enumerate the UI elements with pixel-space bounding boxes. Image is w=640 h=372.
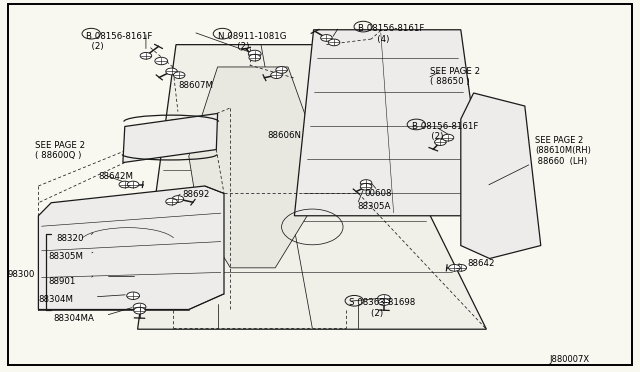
Text: 88320: 88320 — [56, 234, 84, 243]
Circle shape — [155, 57, 168, 65]
Text: S 08363-81698
        (2): S 08363-81698 (2) — [349, 298, 416, 318]
Text: 88305A: 88305A — [357, 202, 390, 211]
Circle shape — [133, 303, 146, 311]
Circle shape — [119, 181, 131, 188]
Text: 88642M: 88642M — [98, 172, 133, 181]
Text: 88305M: 88305M — [48, 252, 83, 261]
Polygon shape — [461, 93, 541, 259]
Text: 88642: 88642 — [467, 259, 495, 267]
Text: N 08911-1081G
       (2): N 08911-1081G (2) — [218, 32, 286, 51]
Circle shape — [249, 54, 260, 61]
Circle shape — [360, 183, 372, 190]
Circle shape — [321, 35, 332, 41]
Circle shape — [172, 196, 184, 202]
Circle shape — [360, 180, 372, 186]
Text: 88901: 88901 — [48, 277, 76, 286]
Text: B 08156-8161F
       (4): B 08156-8161F (4) — [358, 24, 425, 44]
Circle shape — [449, 264, 460, 271]
Polygon shape — [38, 186, 224, 310]
Text: 88304M: 88304M — [38, 295, 74, 304]
Circle shape — [127, 181, 139, 188]
Circle shape — [435, 139, 446, 145]
Text: SEE PAGE 2
(88610M(RH)
 88660  (LH): SEE PAGE 2 (88610M(RH) 88660 (LH) — [535, 136, 591, 166]
Circle shape — [127, 292, 140, 299]
Circle shape — [134, 307, 145, 314]
Text: B 08156-8161F
       (2): B 08156-8161F (2) — [412, 122, 479, 141]
Text: 98300: 98300 — [8, 270, 35, 279]
Circle shape — [276, 67, 287, 73]
Circle shape — [328, 39, 340, 46]
Text: SEE PAGE 2
( 88650 ): SEE PAGE 2 ( 88650 ) — [430, 67, 480, 86]
Circle shape — [166, 198, 177, 205]
Polygon shape — [189, 67, 320, 268]
Text: 00608: 00608 — [365, 189, 392, 198]
Circle shape — [140, 52, 152, 59]
Circle shape — [166, 68, 177, 75]
Circle shape — [378, 299, 390, 305]
Circle shape — [378, 295, 390, 302]
Polygon shape — [138, 45, 486, 329]
Circle shape — [248, 50, 261, 58]
Text: B 08156-8161F
  (2): B 08156-8161F (2) — [86, 32, 153, 51]
Text: 88692: 88692 — [182, 190, 210, 199]
Text: 88304MA: 88304MA — [53, 314, 94, 323]
Polygon shape — [294, 30, 486, 216]
Text: 88607M: 88607M — [178, 81, 213, 90]
Circle shape — [455, 264, 467, 271]
Text: J880007X: J880007X — [549, 355, 589, 364]
Circle shape — [442, 134, 454, 141]
Text: SEE PAGE 2
( 88600Q ): SEE PAGE 2 ( 88600Q ) — [35, 141, 85, 160]
Circle shape — [271, 72, 282, 78]
Polygon shape — [123, 113, 218, 163]
Circle shape — [173, 72, 185, 78]
Text: 88606N: 88606N — [268, 131, 301, 140]
